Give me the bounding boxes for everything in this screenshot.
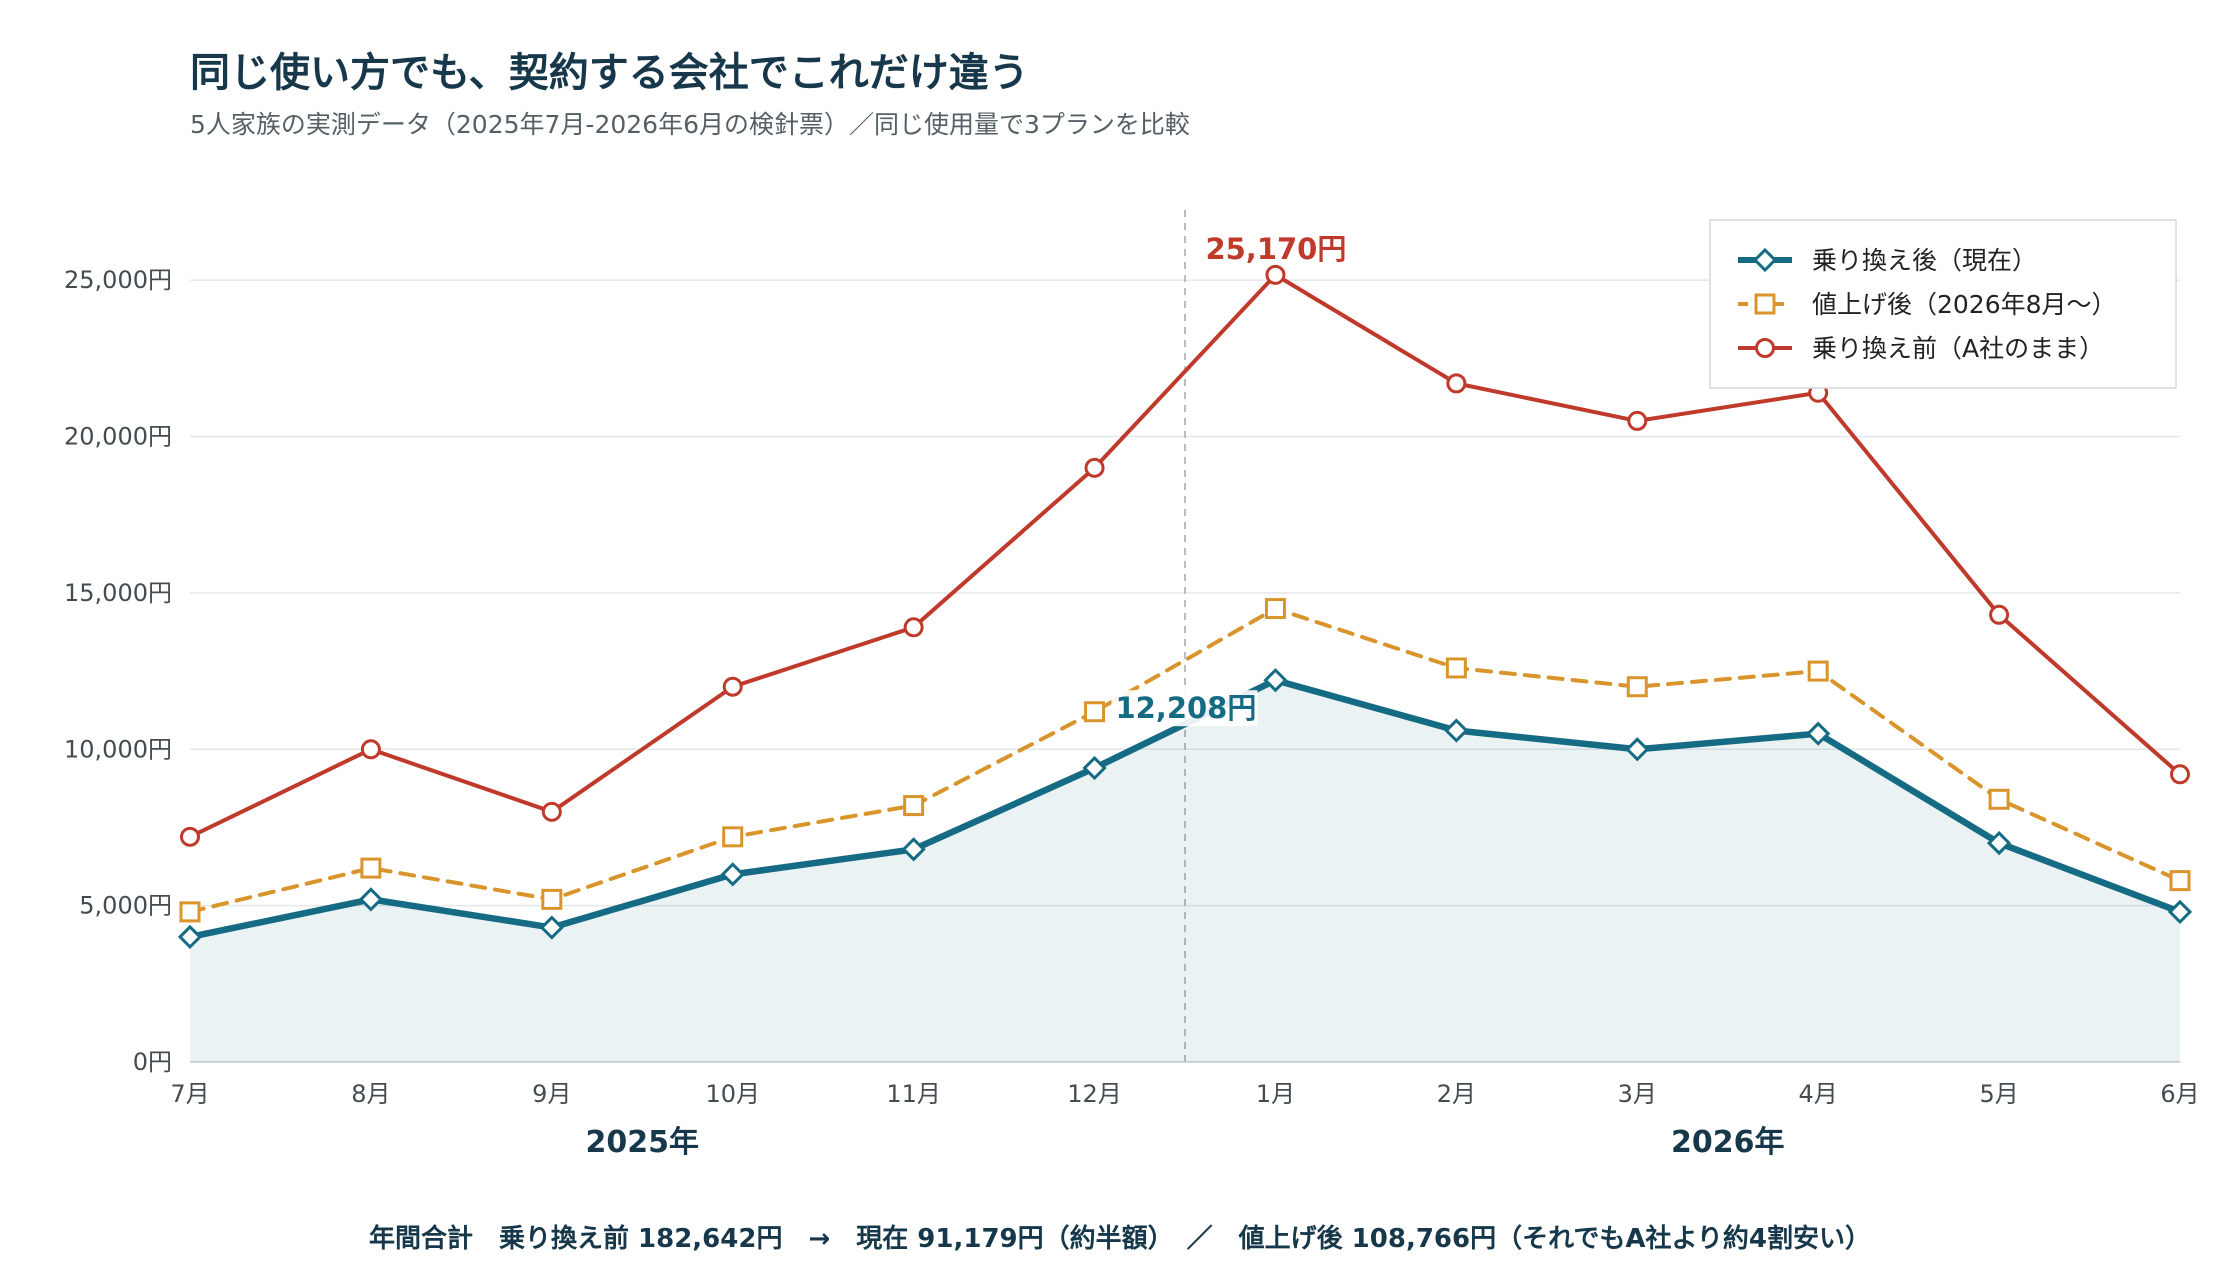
x-tick-label: 3月 [1618, 1080, 1657, 1108]
series-2-point [1627, 410, 1648, 431]
series-2-point [2170, 764, 2190, 785]
series-2-point [541, 801, 562, 822]
series-0-point [1082, 755, 1107, 781]
series-0-point [177, 924, 203, 950]
year-label: 2025年 [586, 1125, 700, 1160]
legend-box [1709, 219, 2177, 389]
series-1-point [1084, 701, 1106, 723]
series-1-point [1988, 788, 2010, 810]
x-tick-label: 5月 [1979, 1080, 2018, 1108]
series-1-point [1264, 598, 1286, 620]
series-0-point [1444, 718, 1469, 743]
series-0-point [1263, 668, 1288, 693]
x-tick-label: 12月 [1067, 1080, 1122, 1108]
series-0-point [720, 862, 745, 887]
y-tick-label: 5,000円 [79, 892, 172, 920]
y-tick-label: 20,000円 [64, 423, 172, 451]
annotation-peak-current: 12,208円 [1115, 691, 1256, 725]
series-0-point [358, 887, 384, 912]
series-1-point [360, 857, 382, 879]
y-tick-label: 10,000円 [64, 735, 172, 763]
x-tick-label: 4月 [1799, 1080, 1838, 1108]
chart-labels: 25,170円 12,208円 [1111, 232, 1346, 727]
x-tick-label: 9月 [532, 1080, 571, 1108]
legend-entry: 値上げ後（2026年8月〜） [1812, 290, 2117, 319]
line-chart: 0円 5,000円 10,000円 15,000円 20,000円 25,000円 7月 8月… [64, 210, 2200, 1160]
annual-total-summary: 年間合計 乗り換え前 182,642円 → 現在 91,179円（約半額） ／ … [368, 1224, 1872, 1254]
legend: 乗り換え後（現在） 値上げ後（2026年8月〜） 乗り換え前（A社のまま） [1709, 219, 2177, 389]
series-1-point [179, 901, 201, 923]
x-tick-label: 8月 [351, 1080, 390, 1108]
chart-subtitle: 5人家族の実測データ（2025年7月-2026年6月の検針票）／同じ使用量で3プ… [190, 110, 1190, 139]
series-2-point [1446, 373, 1467, 394]
series-2-point [1265, 264, 1286, 285]
series-1-point [1626, 676, 1648, 698]
series-1-point [1807, 660, 1829, 682]
series-2-point [1989, 604, 2010, 625]
series-area-0 [190, 680, 2180, 1062]
y-tick-label: 15,000円 [64, 579, 172, 607]
series-2-point [722, 676, 743, 697]
series-1-point [722, 826, 744, 848]
series-2-point [360, 739, 381, 760]
annotation-bg [1111, 690, 1258, 727]
x-tick-label: 2月 [1437, 1080, 1476, 1108]
series-1-point [541, 888, 563, 910]
annotation-peak-before: 25,170円 [1205, 232, 1346, 266]
legend-entry: 乗り換え前（A社のまま） [1812, 334, 2104, 363]
series-0-point [539, 915, 564, 940]
series-1-point [2169, 870, 2191, 892]
x-tick-label: 6月 [2160, 1080, 2199, 1108]
y-tick-label: 0円 [133, 1048, 172, 1076]
series-0-point [901, 837, 926, 862]
axes: 0円 5,000円 10,000円 15,000円 20,000円 25,000円 7月 8月… [64, 266, 2200, 1160]
series-0-point [1806, 721, 1831, 746]
x-tick-label: 1月 [1256, 1080, 1295, 1108]
area-fill [190, 680, 2180, 1062]
y-tick-label: 25,000円 [64, 266, 172, 294]
x-tick-label: 10月 [705, 1080, 760, 1108]
series-2-point [903, 617, 924, 638]
series-2-point [1084, 457, 1105, 478]
x-tick-label: 7月 [170, 1080, 209, 1108]
legend-swatch-marker [1752, 247, 1778, 273]
series-line-1 [188, 606, 2182, 914]
chart-title: 同じ使い方でも、契約する会社でこれだけ違う [190, 50, 1029, 96]
year-label: 2026年 [1671, 1125, 1785, 1160]
x-tick-label: 11月 [886, 1080, 941, 1108]
legend-swatch-marker [1755, 338, 1775, 358]
series-1-point [1445, 657, 1467, 679]
legend-entry: 乗り換え後（現在） [1812, 246, 2037, 275]
series-2-point [180, 826, 200, 847]
series-0-point [1986, 830, 2012, 856]
series-0-point [2167, 899, 2193, 925]
series-0-point [1625, 737, 1650, 762]
series-line-2 [188, 272, 2182, 839]
series-1-point [903, 795, 925, 817]
legend-swatch-marker [1754, 293, 1776, 315]
